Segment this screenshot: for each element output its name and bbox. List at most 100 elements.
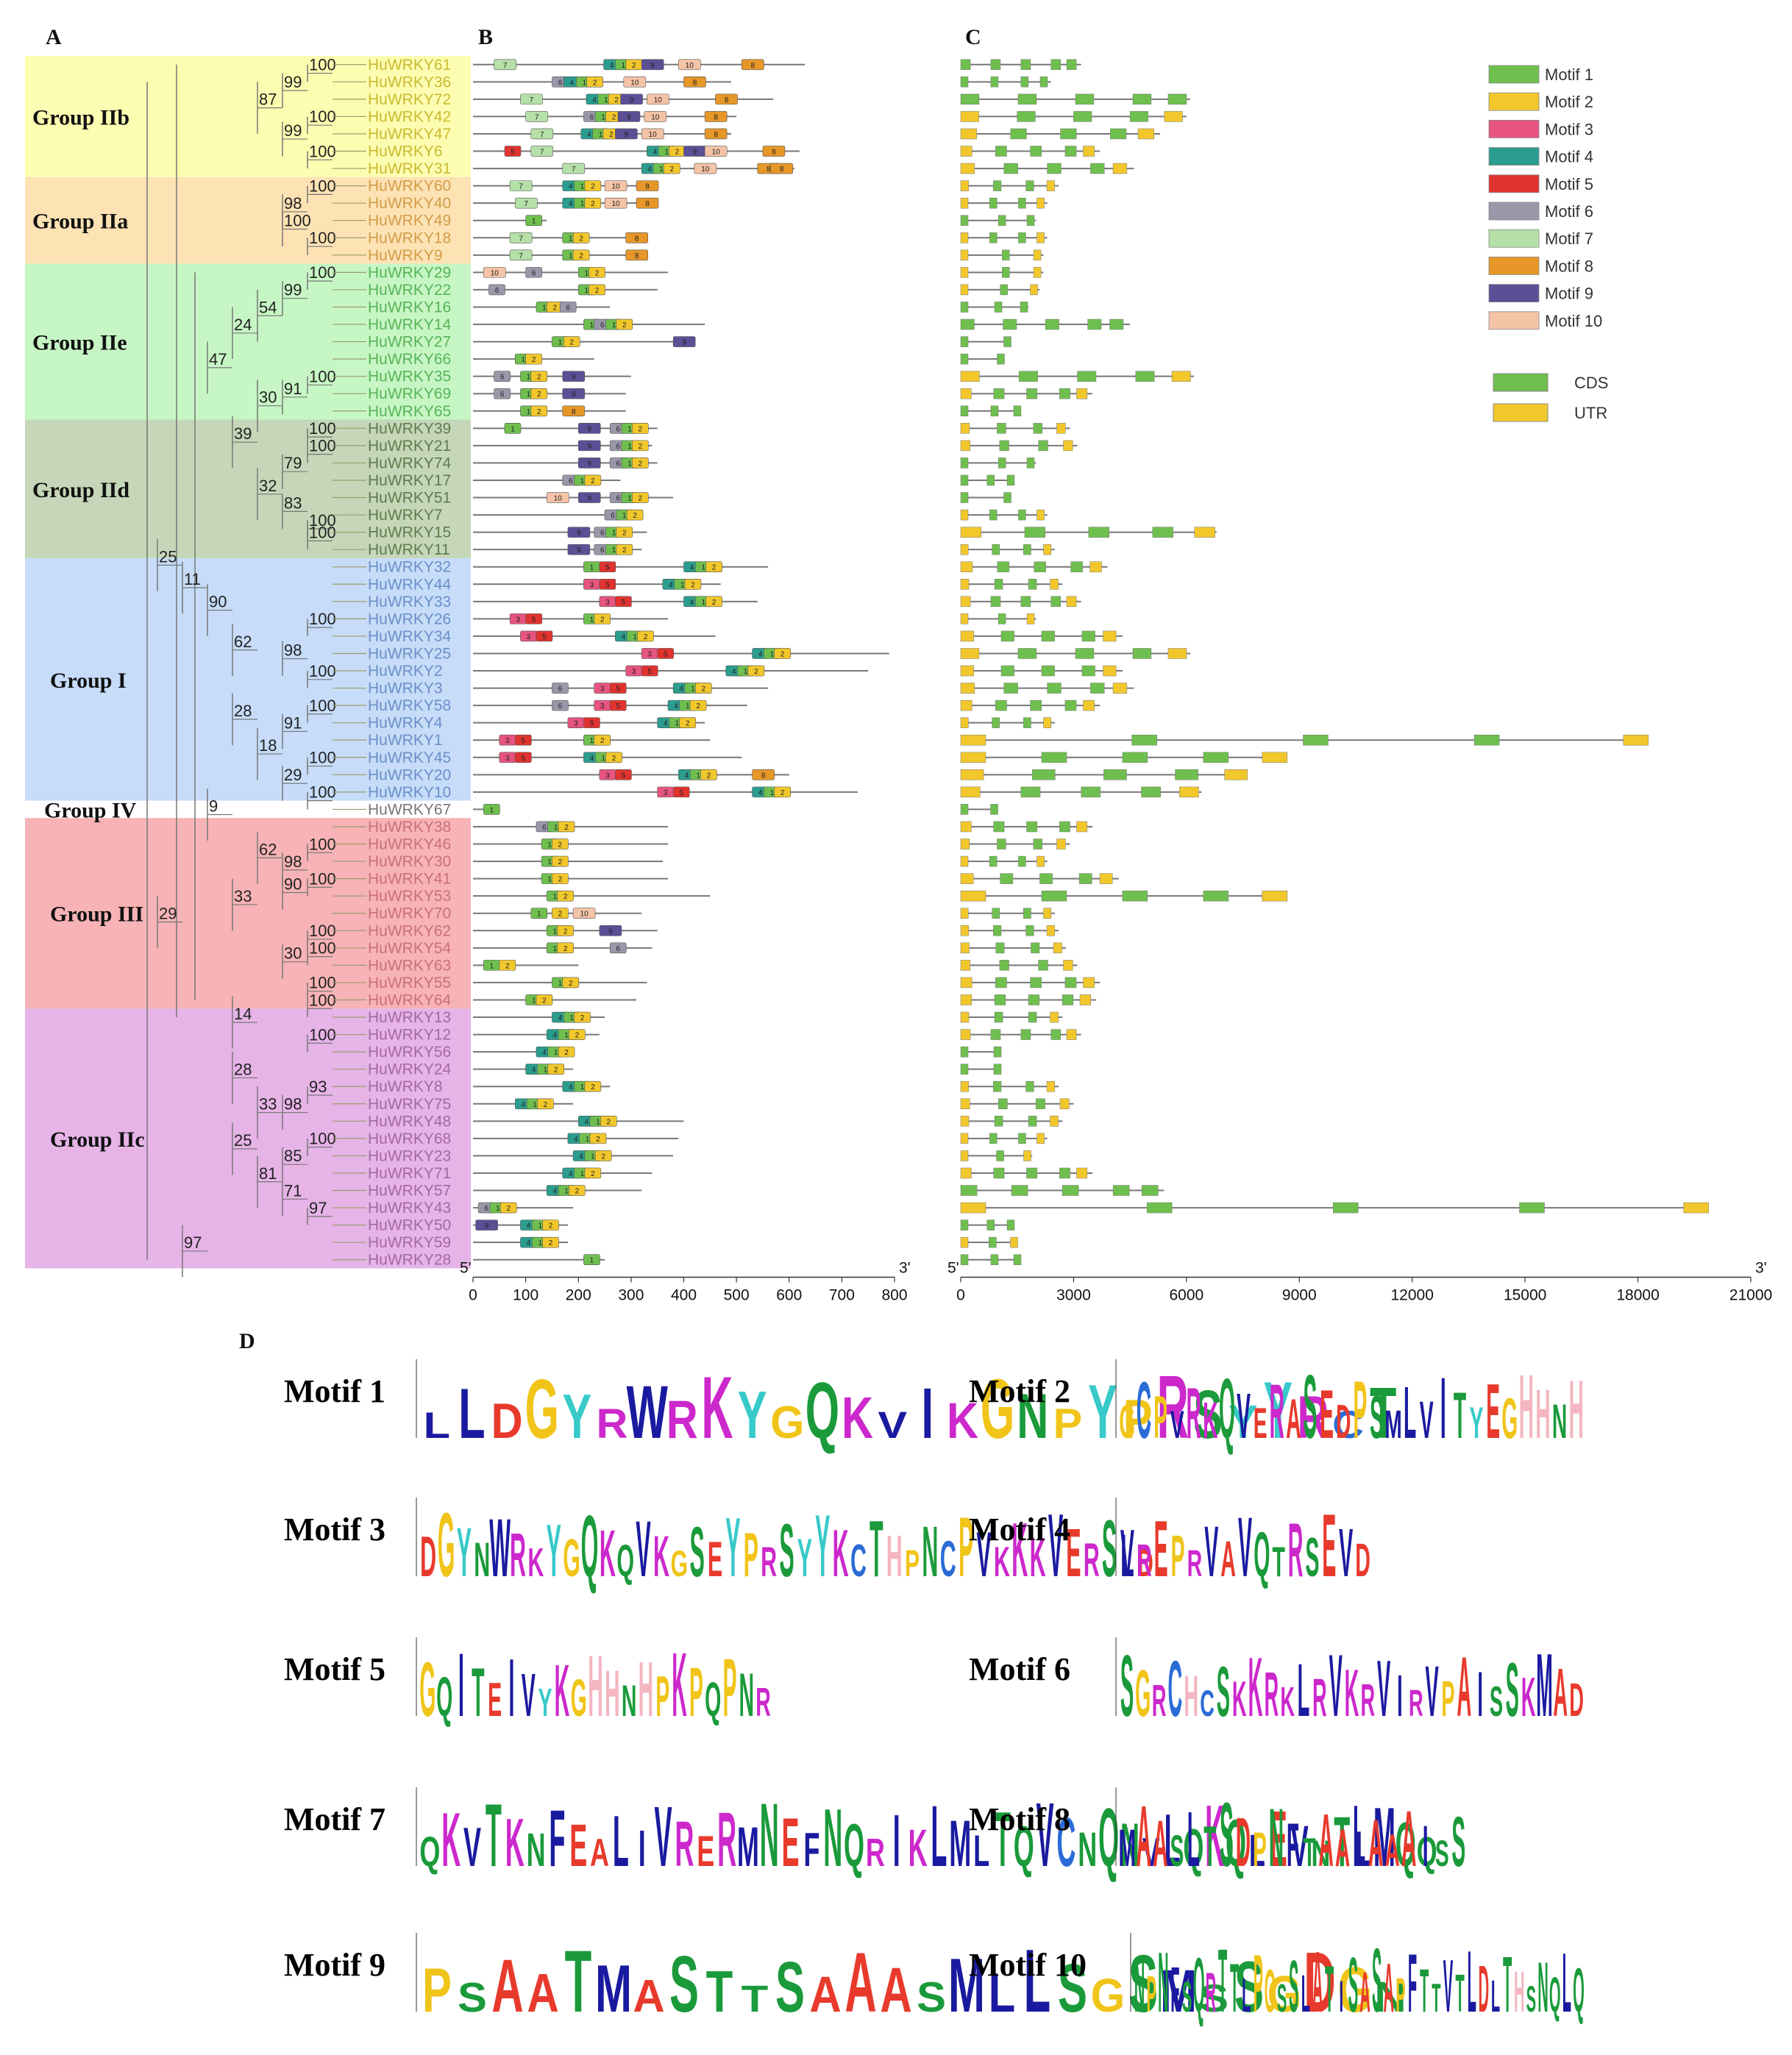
cds-box bbox=[1103, 769, 1127, 780]
cds-box bbox=[1010, 128, 1027, 140]
logo-letter: E bbox=[708, 1533, 722, 1588]
motif-number: 4 bbox=[558, 1014, 563, 1022]
legend-swatch bbox=[1488, 256, 1540, 275]
logo-letter: Q bbox=[1417, 1829, 1437, 1876]
group-band-i bbox=[25, 558, 471, 801]
motif-number: 2 bbox=[506, 1205, 511, 1213]
axis-c-tick-label: 12000 bbox=[1391, 1287, 1434, 1304]
motif-box bbox=[530, 128, 554, 140]
motif-number: 6 bbox=[566, 304, 570, 312]
cds-box bbox=[1141, 1185, 1159, 1196]
logo-letter: S bbox=[1058, 1950, 1087, 2026]
motif-number: 3 bbox=[632, 668, 636, 676]
gene-labels: HuWRKY61HuWRKY36HuWRKY72HuWRKY42HuWRKY47… bbox=[333, 57, 452, 1269]
motif-number: 6 bbox=[542, 824, 547, 832]
motif-number: 8 bbox=[693, 79, 697, 87]
motif-number: 1 bbox=[701, 564, 705, 572]
gene-label: HuWRKY51 bbox=[368, 490, 451, 507]
logo-letter: G bbox=[1338, 1954, 1373, 2026]
gene-label: HuWRKY36 bbox=[368, 74, 451, 90]
cds-box bbox=[1122, 752, 1148, 763]
gene-label: HuWRKY50 bbox=[368, 1217, 451, 1234]
gene-label: HuWRKY75 bbox=[368, 1096, 451, 1113]
logo-letter: W bbox=[489, 1502, 511, 1595]
motif-number: 5 bbox=[647, 668, 652, 676]
gene-label: HuWRKY28 bbox=[368, 1252, 451, 1269]
logo-letter: T bbox=[1203, 1815, 1216, 1878]
logo-letter: S bbox=[1304, 1357, 1318, 1457]
gene-label: HuWRKY59 bbox=[368, 1234, 451, 1251]
motif-number: 2 bbox=[632, 62, 636, 70]
motif-box bbox=[605, 752, 622, 763]
utr-box bbox=[960, 1029, 971, 1040]
logo-letter: S bbox=[1182, 1973, 1192, 2022]
logo-letter: A bbox=[1153, 1806, 1167, 1880]
motif-number: 7 bbox=[572, 165, 576, 174]
logo-letter: Y bbox=[457, 1513, 472, 1591]
motif-number: 8 bbox=[751, 62, 755, 70]
logo-letter: E bbox=[488, 1673, 502, 1727]
axis-b-tick-label: 500 bbox=[724, 1287, 750, 1304]
motif-number: 10 bbox=[701, 165, 710, 174]
bootstrap-value: 100 bbox=[309, 56, 336, 74]
bootstrap-value: 100 bbox=[309, 939, 336, 958]
motif-number: 4 bbox=[679, 685, 683, 694]
utr-box bbox=[1056, 838, 1066, 850]
cds-box bbox=[960, 302, 969, 313]
motif-box bbox=[700, 769, 717, 780]
logo-letter: M bbox=[1160, 1958, 1197, 2025]
logo-letter: L bbox=[613, 1801, 629, 1881]
motif-number: 1 bbox=[496, 1205, 500, 1213]
motif-box bbox=[615, 128, 638, 140]
motif-box bbox=[583, 1254, 600, 1266]
gene-label: HuWRKY27 bbox=[368, 334, 451, 351]
motif-number: 9 bbox=[587, 443, 591, 451]
utr-box bbox=[1063, 960, 1073, 971]
bootstrap-value: 100 bbox=[309, 419, 336, 438]
logo-letter: H bbox=[1519, 1357, 1534, 1459]
logo-letter: G bbox=[438, 1495, 455, 1597]
cds-box bbox=[1013, 405, 1022, 417]
logo-letter: H bbox=[605, 1656, 620, 1730]
phylogenetic-tree bbox=[146, 64, 333, 1278]
bootstrap-value: 62 bbox=[259, 840, 277, 858]
motif-number: 4 bbox=[584, 1118, 589, 1126]
motif-number: 10 bbox=[554, 495, 563, 503]
cds-box bbox=[1039, 76, 1048, 88]
cds-box bbox=[960, 59, 971, 71]
motif-number: 1 bbox=[542, 304, 547, 312]
motif-number: 2 bbox=[639, 443, 643, 451]
cds-box bbox=[1075, 93, 1095, 105]
motif-box bbox=[558, 1046, 575, 1058]
motif-number: 2 bbox=[563, 945, 568, 953]
axes: 0 100 200 300 400 500 600 700 800 5' 3' 0 3000 6000 90… bbox=[460, 1260, 1772, 1304]
group-band-iic bbox=[25, 1008, 471, 1269]
utr-box bbox=[960, 752, 986, 763]
logo-letter: S bbox=[1234, 1947, 1264, 2028]
motif-box bbox=[663, 163, 680, 174]
axis-c-tick-label: 21000 bbox=[1729, 1287, 1772, 1304]
logo-letter: K bbox=[842, 1384, 873, 1450]
bootstrap-value: 32 bbox=[259, 477, 277, 495]
utr-box bbox=[960, 925, 969, 936]
utr-box bbox=[1103, 665, 1117, 677]
bootstrap-value: 100 bbox=[309, 437, 336, 455]
axis-c-tick-label: 15000 bbox=[1504, 1287, 1546, 1304]
motif-number: 1 bbox=[538, 1239, 542, 1247]
motif-number: 1 bbox=[552, 945, 557, 953]
cds-box bbox=[1018, 197, 1026, 209]
motif-number: 5 bbox=[616, 702, 620, 710]
cds-box bbox=[1129, 111, 1148, 122]
cds-box bbox=[1033, 423, 1042, 434]
group-band-iia bbox=[25, 177, 471, 264]
logo-letter: L bbox=[458, 1374, 485, 1453]
bootstrap-value: 91 bbox=[284, 380, 302, 398]
motif-number: 5 bbox=[511, 149, 515, 157]
logo-letter: Y bbox=[797, 1527, 812, 1587]
motif-box bbox=[637, 630, 654, 642]
motif-box bbox=[694, 163, 717, 174]
motif-number: 4 bbox=[653, 149, 658, 157]
cds-box bbox=[1025, 1080, 1034, 1092]
bootstrap-value: 18 bbox=[259, 736, 277, 755]
logo-letter: S bbox=[1289, 1946, 1298, 2028]
